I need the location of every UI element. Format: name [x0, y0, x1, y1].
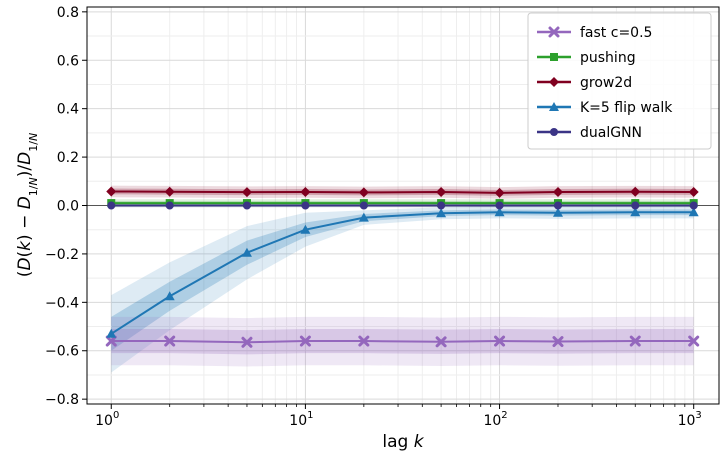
data-point [630, 207, 641, 217]
data-point [301, 201, 310, 210]
axis-ticks [82, 11, 695, 409]
series-line [111, 340, 694, 344]
data-point [358, 187, 369, 198]
data-point [241, 336, 253, 348]
x-axis-title-prefix: lag [382, 432, 413, 452]
legend: fast c=0.5 pushing grow2d K=5 flip walk dual… [527, 12, 712, 150]
y-tick-label: 0.2 [57, 150, 79, 166]
data-point [436, 208, 447, 218]
series-line [110, 211, 694, 335]
inner-band [111, 209, 694, 351]
marker-stroke [688, 335, 700, 347]
data-point [553, 201, 562, 210]
data-point [107, 201, 116, 210]
marker-stroke [494, 335, 506, 347]
marker-stroke [548, 26, 560, 38]
legend-marker [549, 102, 559, 111]
y-tick-label: −0.6 [45, 344, 79, 360]
data-point [106, 328, 117, 338]
data-point [494, 187, 505, 198]
y-tick-label: −0.2 [45, 247, 79, 263]
y-tick-label: 0.0 [57, 199, 79, 215]
data-point [688, 207, 699, 217]
data-point [552, 207, 563, 217]
data-point [552, 186, 563, 197]
marker-stroke [552, 336, 564, 348]
marker-stroke [105, 335, 117, 347]
x-tick-label: 103 [678, 410, 702, 429]
data-point [164, 291, 175, 301]
y-tick-label: 0.6 [57, 53, 79, 69]
x-axis-title: lag k [382, 432, 424, 452]
legend-marker [549, 77, 559, 87]
data-point [359, 201, 368, 210]
data-point [358, 212, 369, 222]
y-axis-title: (D(k) − D1/N)/D1/N [15, 133, 40, 277]
series-line [111, 190, 694, 194]
data-point [494, 207, 505, 217]
legend-box [527, 12, 712, 150]
marker-stroke [435, 336, 447, 348]
data-point [241, 247, 252, 257]
data-point [629, 335, 641, 347]
x-tick-label: 102 [483, 410, 507, 429]
data-point [300, 186, 311, 197]
legend-marker [550, 53, 558, 61]
data-point [631, 201, 640, 210]
legend-marker [550, 128, 558, 136]
x-tick-label: 101 [289, 410, 313, 429]
legend-label: grow2d [580, 75, 632, 91]
data-point [300, 224, 311, 234]
data-point [164, 186, 175, 197]
data-point [495, 201, 504, 210]
data-point [299, 335, 311, 347]
x-axis-title-variable: k [414, 432, 425, 452]
y-tick-label: −0.8 [45, 392, 79, 408]
data-point [494, 335, 506, 347]
legend-marker [548, 26, 560, 38]
marker-stroke [629, 335, 641, 347]
data-point [689, 201, 698, 210]
series-markers [105, 186, 700, 348]
legend-label: fast c=0.5 [580, 25, 652, 41]
data-point [437, 201, 446, 210]
data-point [688, 335, 700, 347]
data-point [552, 336, 564, 348]
legend-label: dualGNN [580, 125, 642, 141]
data-point [630, 186, 641, 197]
data-point [241, 187, 252, 198]
legend-label: K=5 flip walk [580, 100, 673, 116]
data-point [688, 186, 699, 197]
data-point [106, 186, 117, 197]
data-point [165, 201, 174, 210]
marker-stroke [299, 335, 311, 347]
data-point [164, 335, 176, 347]
marker-stroke [164, 335, 176, 347]
data-point [105, 335, 117, 347]
x-tick-label: 100 [95, 410, 119, 429]
data-point [436, 186, 447, 197]
y-tick-label: 0.4 [57, 102, 79, 118]
series-lines [110, 190, 694, 344]
legend-label: pushing [580, 50, 636, 66]
marker-stroke [241, 336, 253, 348]
data-point [242, 201, 251, 210]
marker-stroke [358, 335, 370, 347]
y-tick-label: −0.4 [45, 295, 79, 311]
y-tick-label: 0.8 [57, 5, 79, 21]
data-point [435, 336, 447, 348]
data-point [358, 335, 370, 347]
tick-labels: 100 101 102 103 −0.8 −0.6 −0.4 −0.2 0.0 0.2 0.4 0.6… [45, 5, 702, 429]
